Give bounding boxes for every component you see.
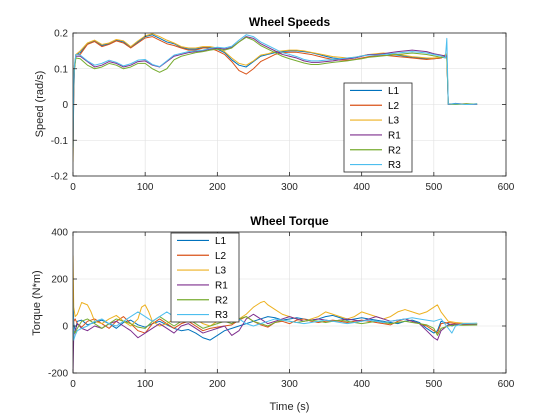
torque-legend-box [170, 232, 240, 323]
speed-x-tick-label: 500 [425, 182, 442, 193]
torque-x-tick-label: 300 [281, 379, 298, 390]
speed-x-tick-label: 100 [137, 182, 154, 193]
speed-series-l2-line [73, 36, 478, 148]
torque-legend-label-r1: R1 [215, 280, 228, 291]
torque-legend-label-r3: R3 [215, 310, 228, 321]
speed-legend-label-l3: L3 [388, 116, 400, 127]
speed-legend-label-l1: L1 [388, 86, 400, 97]
torque-legend: L1 L2 L3 R1 R2 R3 [170, 232, 240, 323]
torque-series-l3-line [73, 255, 478, 327]
torque-y-tick-label: -200 [48, 369, 68, 380]
torque-legend-label-r2: R2 [215, 295, 228, 306]
speed-x-tick-label: 400 [353, 182, 370, 193]
speed-x-tick-label: 300 [281, 182, 298, 193]
speed-legend: L1 L2 L3 R1 R2 R3 [343, 82, 413, 173]
torque-y-tick-label: 200 [51, 275, 68, 286]
torque-legend-label-l2: L2 [215, 251, 227, 262]
torque-x-tick-label: 0 [70, 379, 76, 390]
torque-axes: Wheel Torque Torque (N*m) Time (s) 0 100 2… [31, 214, 515, 413]
speed-chart-title: Wheel Speeds [249, 15, 331, 29]
speed-y-axis-label: Speed (rad/s) [34, 71, 46, 138]
speed-series-r1-line [73, 36, 478, 141]
torque-x-tick-label: 400 [353, 379, 370, 390]
speed-legend-label-r2: R2 [388, 145, 401, 156]
speed-x-tick-label: 200 [209, 182, 226, 193]
speed-series-r2-line [73, 36, 478, 134]
speed-y-tick-label: 0 [62, 100, 68, 111]
speed-series-l1-line [73, 34, 478, 159]
speed-axes: Wheel Speeds Speed (rad/s) 0 100 200 300 400… [34, 15, 515, 193]
speed-y-tick-label: -0.1 [51, 136, 69, 147]
torque-x-tick-label: 600 [498, 379, 515, 390]
torque-series-r3-line [73, 302, 478, 341]
speed-y-tick-label: 0.2 [54, 29, 68, 40]
torque-series-l1-line [73, 297, 478, 341]
torque-x-tick-label: 500 [425, 379, 442, 390]
speed-legend-label-r3: R3 [388, 160, 401, 171]
speed-series-group [73, 33, 478, 162]
torque-y-tick-label: 400 [51, 228, 68, 239]
torque-series-group [73, 255, 478, 373]
speed-y-tick-label: 0.1 [54, 64, 68, 75]
speed-series-r3-line [73, 34, 478, 148]
torque-x-tick-label: 200 [209, 379, 226, 390]
speed-x-tick-label: 0 [70, 182, 76, 193]
torque-series-r2-line [73, 316, 478, 338]
speed-legend-label-l2: L2 [388, 101, 400, 112]
speed-x-tick-label: 600 [498, 182, 515, 193]
torque-x-axis-label: Time (s) [270, 401, 310, 413]
torque-y-tick-label: 0 [62, 322, 68, 333]
torque-chart-title: Wheel Torque [250, 214, 329, 228]
speed-series-l3-line [73, 33, 478, 162]
torque-y-axis-label: Torque (N*m) [31, 270, 43, 335]
torque-legend-label-l3: L3 [215, 266, 227, 277]
speed-y-tick-label: -0.2 [51, 172, 69, 183]
torque-legend-label-l1: L1 [215, 236, 227, 247]
speed-legend-box [343, 82, 413, 173]
torque-x-tick-label: 100 [137, 379, 154, 390]
speed-legend-label-r1: R1 [388, 130, 401, 141]
torque-series-r1-line [73, 313, 478, 373]
